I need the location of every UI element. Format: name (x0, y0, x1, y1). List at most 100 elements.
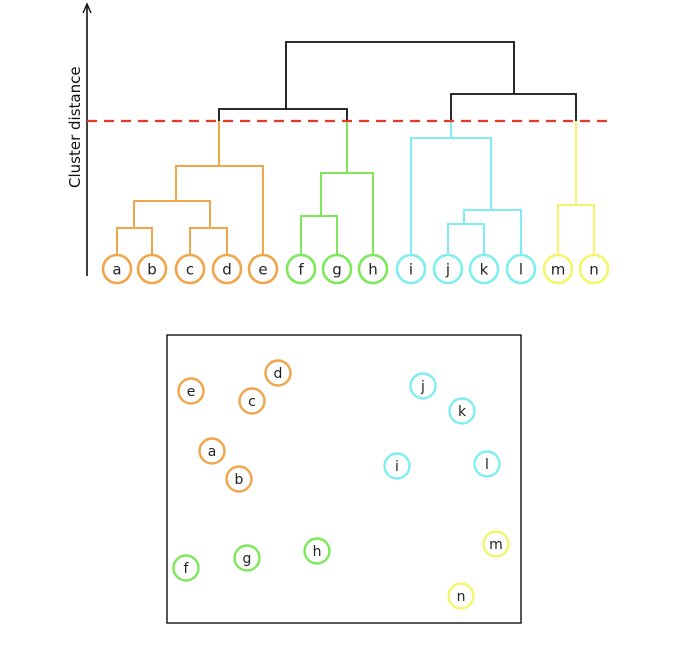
leaf-node-label: n (589, 261, 599, 279)
leaf-node-circle (285, 253, 317, 285)
scatter-point-circle (448, 397, 476, 425)
dendrogram-branch (218, 108, 348, 121)
scatter-point-circle (233, 544, 261, 572)
scatter-point-circle (473, 450, 501, 478)
scatter-point-label: a (208, 444, 217, 460)
dendrogram-branch (410, 137, 492, 255)
leaf-node-label: c (186, 261, 194, 279)
scatter-point-f: f (172, 554, 200, 582)
scatter-point-i: i (383, 452, 411, 480)
scatter-point-j: j (409, 372, 437, 400)
scatter-point-circle (383, 452, 411, 480)
leaf-node-circle (321, 253, 353, 285)
dendrogram-leaf-h: h (357, 253, 389, 285)
dendrogram-leaf-e: e (247, 253, 279, 285)
dendrogram-leaf-b: b (136, 253, 168, 285)
scatter-point-label: n (457, 589, 466, 605)
scatter-point-a: a (198, 437, 226, 465)
y-axis-arrow-icon (82, 2, 92, 14)
dendrogram-leaves: a b c d e f g h i j k l m n (101, 253, 610, 285)
leaf-node-circle (357, 253, 389, 285)
scatter-point-label: e (187, 384, 196, 400)
scatter-point-circle (238, 387, 266, 415)
dendrogram-leaf-j: j (432, 253, 464, 285)
scatter-point-label: b (235, 472, 244, 488)
leaf-node-label: j (445, 261, 450, 279)
leaf-node-circle (174, 253, 206, 285)
scatter-point-b: b (225, 465, 253, 493)
dendrogram-leaf-k: k (468, 253, 500, 285)
scatter-point-n: n (447, 582, 475, 610)
dendrogram-branch (116, 227, 153, 255)
leaf-node-label: e (258, 261, 267, 279)
dendrogram-leaf-d: d (211, 253, 243, 285)
scatter-point-m: m (482, 530, 510, 558)
leaf-node-circle (136, 253, 168, 285)
leaf-node-circle (395, 253, 427, 285)
leaf-node-label: k (480, 261, 489, 279)
scatter-points: a b c d e f g h i j k l m n (172, 359, 510, 610)
dendrogram-leaf-l: l (505, 253, 537, 285)
scatter-point-k: k (448, 397, 476, 425)
dendrogram-branch (285, 41, 515, 109)
leaf-node-label: f (298, 261, 304, 279)
leaf-node-label: d (222, 261, 232, 279)
leaf-node-label: g (332, 261, 342, 279)
scatter-point-label: f (184, 561, 190, 577)
scatter-point-label: j (420, 379, 425, 395)
leaf-node-label: h (368, 261, 378, 279)
scatter-frame (166, 334, 522, 624)
scatter-point-circle (177, 377, 205, 405)
leaf-node-circle (432, 253, 464, 285)
scatter-point-label: c (248, 394, 256, 410)
dendrogram-leaf-m: m (542, 253, 574, 285)
scatter-point-circle (225, 465, 253, 493)
scatter-point-circle (303, 537, 331, 565)
scatter-point-circle (447, 582, 475, 610)
scatter-point-d: d (264, 359, 292, 387)
dendrogram-branch (320, 172, 374, 255)
scatter-point-h: h (303, 537, 331, 565)
scatter-point-circle (264, 359, 292, 387)
dendrogram-branch (133, 200, 211, 228)
leaf-node-circle (101, 253, 133, 285)
dendrogram-leaf-c: c (174, 253, 206, 285)
scatter-point-c: c (238, 387, 266, 415)
y-axis-label: Cluster distance (66, 66, 84, 188)
scatter-point-circle (409, 372, 437, 400)
dendrogram-branches (116, 41, 595, 255)
leaf-node-circle (211, 253, 243, 285)
dendrogram-leaf-i: i (395, 253, 427, 285)
scatter-point-label: g (243, 551, 252, 567)
scatter-point-circle (198, 437, 226, 465)
scatter-point-l: l (473, 450, 501, 478)
dendrogram-branch (189, 227, 228, 255)
leaf-node-label: m (551, 261, 566, 279)
leaf-node-circle (468, 253, 500, 285)
leaf-node-label: i (409, 261, 413, 279)
dendrogram-leaf-n: n (578, 253, 610, 285)
dendrogram-branch (447, 223, 485, 255)
dendrogram-branch (463, 209, 522, 255)
leaf-node-circle (542, 253, 574, 285)
dendrogram-branch (557, 204, 595, 255)
leaf-node-circle (505, 253, 537, 285)
dendrogram-leaf-g: g (321, 253, 353, 285)
scatter-point-circle (172, 554, 200, 582)
scatter-point-label: m (489, 537, 503, 553)
leaf-node-circle (247, 253, 279, 285)
leaf-node-label: l (519, 261, 523, 279)
scatter-point-label: i (395, 459, 399, 475)
dendrogram-leaf-f: f (285, 253, 317, 285)
scatter-point-label: k (458, 404, 467, 420)
scatter-point-label: l (485, 457, 489, 473)
scatter-point-label: d (274, 366, 283, 382)
scatter-point-g: g (233, 544, 261, 572)
leaf-node-circle (578, 253, 610, 285)
scatter-point-circle (482, 530, 510, 558)
leaf-node-label: b (147, 261, 157, 279)
scatter-point-label: h (313, 544, 322, 560)
dendrogram-branch (450, 93, 577, 121)
leaf-node-label: a (112, 261, 121, 279)
